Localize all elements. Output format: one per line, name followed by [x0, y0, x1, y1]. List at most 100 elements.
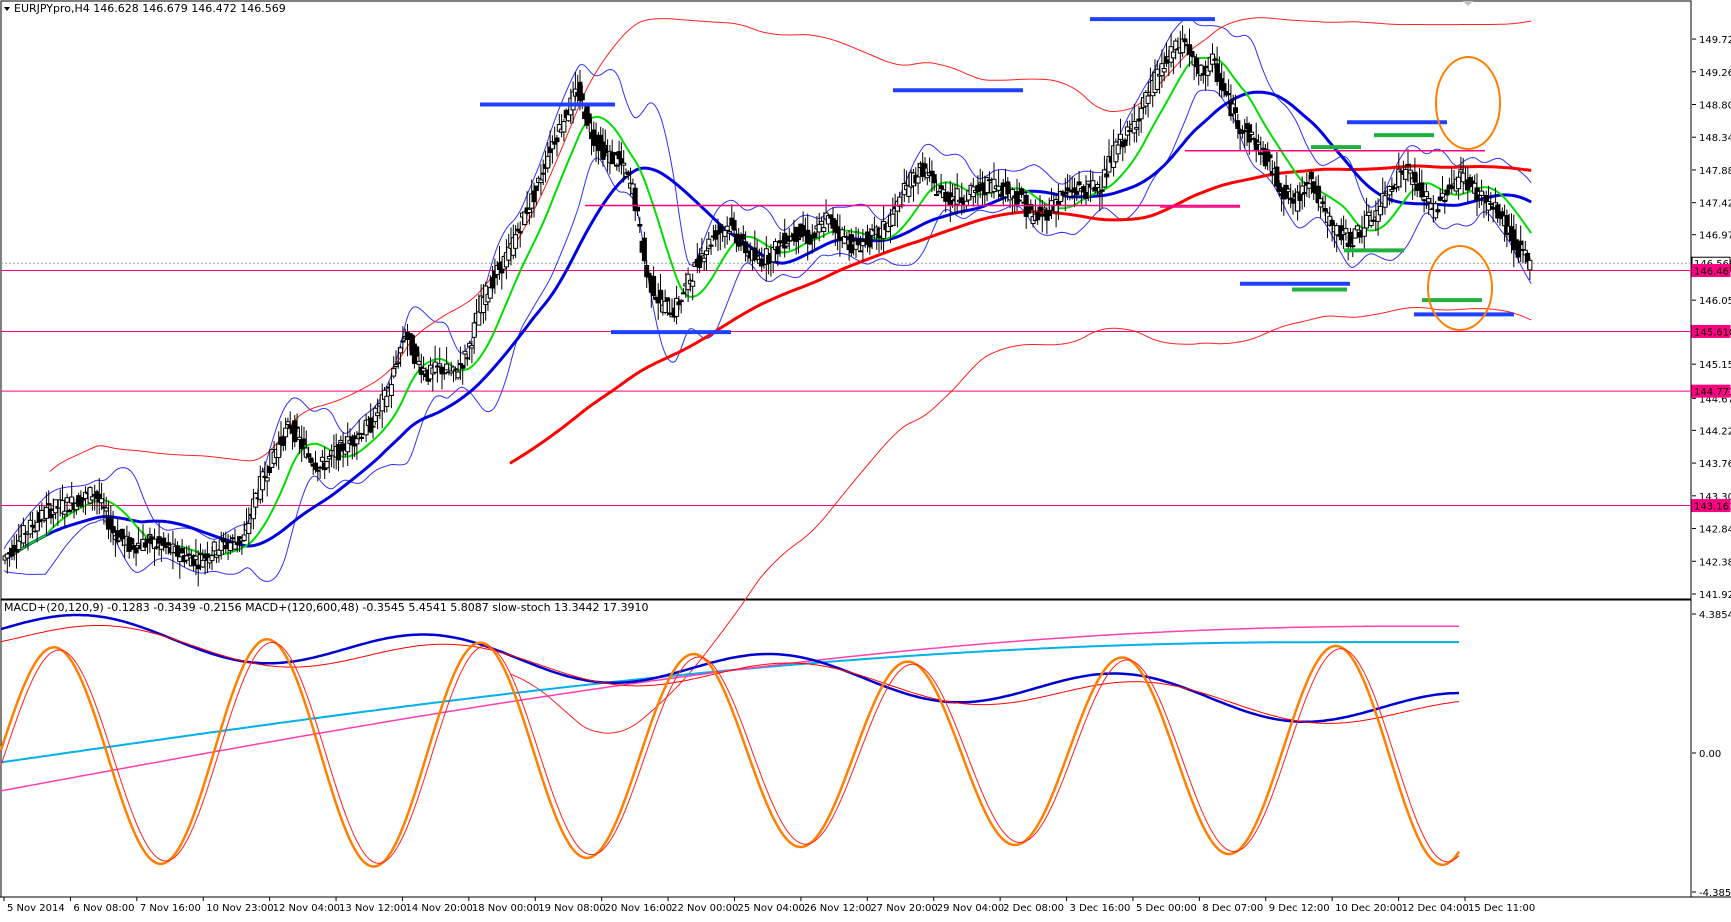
candle-body-588 — [1354, 225, 1360, 231]
candle-body-63 — [147, 533, 153, 537]
candle-body-478 — [1101, 169, 1107, 188]
candle-body-79 — [184, 555, 190, 561]
candle-body-344 — [793, 226, 799, 243]
candle-body-634 — [1460, 172, 1466, 183]
candle-body-345 — [796, 237, 801, 241]
candle-body-38 — [89, 496, 95, 501]
candle-body-350 — [807, 238, 813, 245]
candle-body-66 — [154, 546, 160, 549]
x-tick-label-19: 9 Dec 12:00 — [1269, 903, 1330, 914]
candle-body-625 — [1440, 192, 1445, 198]
x-tick-label-6: 14 Nov 20:00 — [405, 903, 472, 914]
candle-body-326 — [752, 247, 758, 261]
candle-body-469 — [1081, 186, 1087, 193]
candle-body-586 — [1350, 245, 1356, 248]
candle-body-475 — [1095, 184, 1100, 188]
candle-body-199 — [460, 364, 466, 369]
candle-body-493 — [1136, 118, 1142, 122]
candle-body-222 — [513, 234, 519, 249]
moving-average-mid — [3, 90, 1532, 562]
price-label-bg-3 — [1691, 384, 1731, 398]
candle-body-574 — [1322, 207, 1328, 212]
candle-body-123 — [285, 421, 291, 425]
candle-body-191 — [441, 372, 447, 375]
candle-body-539 — [1242, 130, 1248, 133]
candle-body-104 — [241, 534, 247, 541]
candle-body-546 — [1258, 152, 1264, 156]
price-label-1: 146.467 — [1694, 266, 1731, 277]
candle-body-128 — [296, 436, 302, 441]
candle-body-145 — [336, 444, 341, 461]
candle-body-307 — [708, 244, 714, 247]
candle-body-19 — [46, 503, 52, 506]
candle-body-545 — [1256, 141, 1261, 145]
y-tick-label-4: 147.880 — [1699, 166, 1731, 177]
candle-body-180 — [416, 360, 422, 365]
bollinger-lower-band — [3, 89, 1532, 582]
indicator-panel[interactable] — [0, 613, 1461, 868]
candle-body-231 — [533, 185, 539, 192]
scroll-marker-icon[interactable] — [1463, 1, 1473, 6]
candle-body-450 — [1037, 206, 1043, 212]
y-tick-label-14: 142.840 — [1699, 525, 1731, 536]
candle-body-373 — [860, 241, 866, 247]
candle-body-642 — [1479, 190, 1485, 196]
candle-body-55 — [129, 538, 134, 545]
price-label-4: 143.163 — [1694, 502, 1731, 513]
candle-body-303 — [699, 253, 705, 257]
ind-tick-label-0: 4.3854 — [1699, 610, 1731, 621]
candle-body-276 — [637, 224, 643, 227]
x-tick-label-4: 12 Nov 04:00 — [273, 903, 340, 914]
y-tick-label-6: 146.970 — [1699, 231, 1731, 242]
candle-body-265 — [612, 152, 617, 156]
chart-menu-arrow-icon[interactable] — [4, 7, 10, 11]
candle-body-440 — [1014, 191, 1020, 205]
y-tick-label-12: 143.760 — [1699, 459, 1731, 470]
candle-body-340 — [784, 243, 790, 247]
candle-body-305 — [704, 250, 709, 256]
candle-body-223 — [515, 228, 521, 232]
highlight-circle-top — [1435, 56, 1501, 150]
candle-body-508 — [1170, 51, 1176, 59]
candle-body-595 — [1371, 219, 1376, 222]
candle-body-42 — [99, 498, 105, 504]
x-tick-label-16: 3 Dec 16:00 — [1070, 903, 1131, 914]
candle-body-196 — [453, 368, 459, 371]
candle-body-320 — [738, 241, 744, 246]
moving-average-long — [509, 164, 1532, 465]
candle-body-627 — [1444, 189, 1450, 196]
candle-body-282 — [651, 275, 657, 297]
candle-body-454 — [1046, 209, 1052, 217]
candle-body-234 — [540, 172, 546, 175]
candle-body-288 — [664, 297, 670, 302]
candle-body-212 — [490, 277, 496, 289]
candle-body-76 — [177, 556, 183, 562]
y-tick-label-1: 149.260 — [1699, 68, 1731, 79]
candle-body-269 — [621, 162, 627, 166]
candle-body-610 — [1405, 163, 1411, 167]
candle-body-90 — [209, 555, 215, 562]
candle-body-44 — [103, 507, 109, 512]
candle-body-112 — [260, 471, 266, 491]
candle-body-430 — [991, 178, 997, 193]
price-panel[interactable] — [1, 17, 1692, 734]
indicator-header: MACD+(20,120,9) -0.1283 -0.3439 -0.2156 … — [4, 601, 649, 614]
candle-body-579 — [1334, 225, 1340, 236]
candle-body-565 — [1302, 192, 1307, 195]
candle-body-322 — [743, 241, 749, 254]
candle-body-487 — [1122, 139, 1128, 146]
candle-body-84 — [195, 564, 201, 570]
candle-body-554 — [1276, 182, 1282, 192]
candle-body-228 — [526, 208, 532, 213]
candle-body-133 — [308, 457, 314, 463]
time-axis: 5 Nov 2014 6 Nov 08:00 7 Nov 16:00 10 Nov 2… — [3, 897, 1535, 914]
candle-body-141 — [326, 455, 332, 460]
ind-tick-label-2: -4.3854 — [1699, 888, 1731, 899]
candle-body-600 — [1382, 195, 1388, 208]
y-tick-label-8: 146.050 — [1699, 296, 1731, 307]
long-envelope-upper — [49, 17, 1532, 472]
candle-body-153 — [354, 438, 360, 445]
candle-body-609 — [1403, 168, 1409, 180]
